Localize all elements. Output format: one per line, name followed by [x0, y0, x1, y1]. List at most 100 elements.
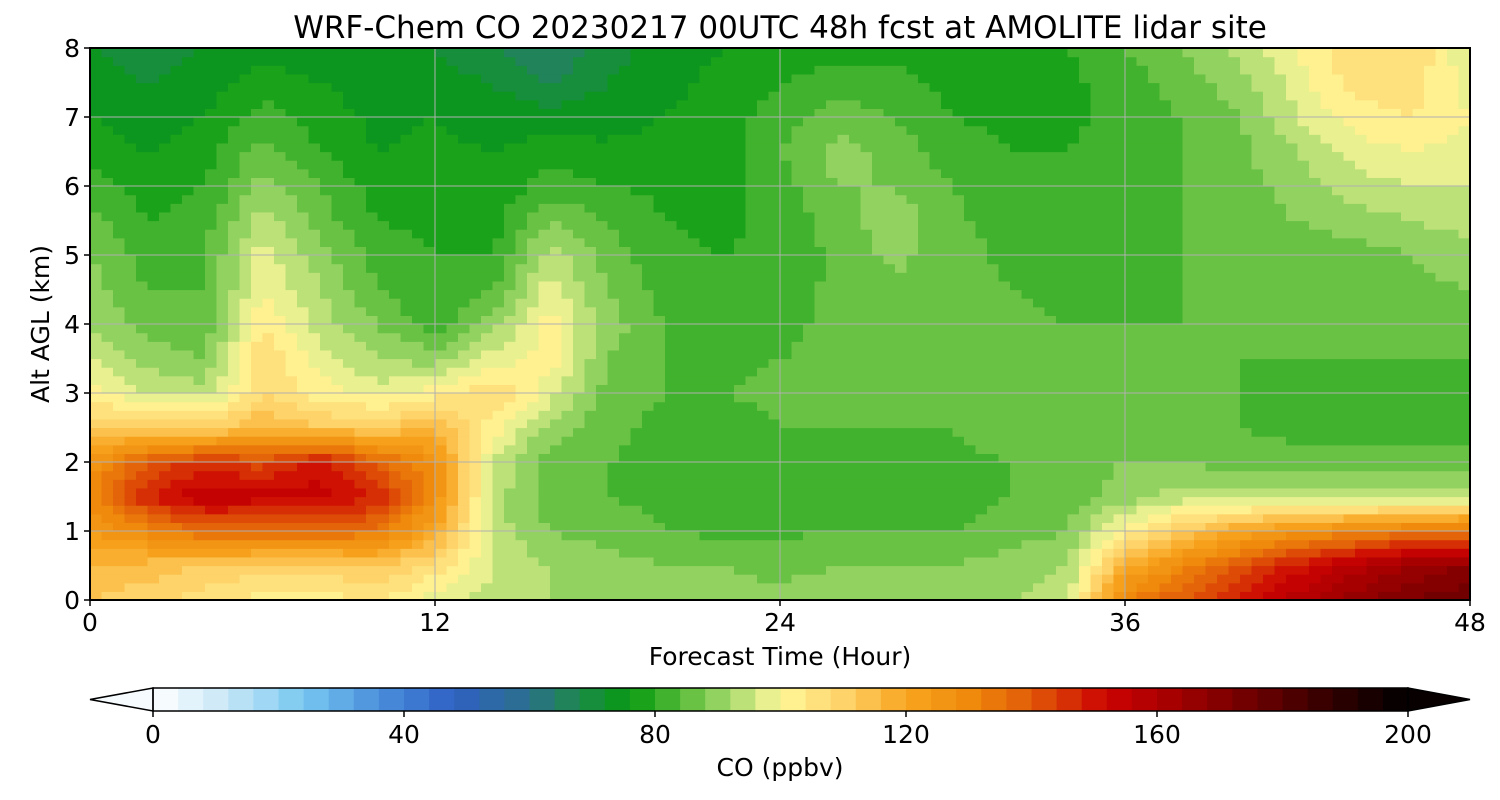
heatmap-cell — [297, 108, 310, 118]
heatmap-cell — [124, 487, 137, 498]
heatmap-cell — [228, 315, 241, 325]
heatmap-cell — [343, 427, 356, 437]
heatmap-cell — [561, 358, 574, 368]
heatmap-cell — [124, 582, 137, 592]
heatmap-cell — [780, 315, 793, 325]
heatmap-cell — [619, 272, 632, 282]
heatmap-cell — [285, 125, 298, 135]
heatmap-cell — [573, 539, 586, 549]
heatmap-cell — [929, 91, 942, 101]
heatmap-cell — [297, 384, 310, 394]
heatmap-cell — [630, 280, 643, 291]
heatmap-cell — [584, 48, 597, 58]
heatmap-cell — [826, 324, 839, 334]
heatmap-cell — [377, 229, 390, 239]
heatmap-cell — [642, 186, 655, 196]
heatmap-cell — [665, 332, 678, 342]
heatmap-cell — [561, 427, 574, 437]
heatmap-cell — [527, 186, 540, 196]
heatmap-cell — [895, 263, 908, 273]
heatmap-cell — [688, 65, 701, 75]
heatmap-cell — [550, 315, 563, 325]
heatmap-cell — [101, 203, 114, 213]
heatmap-cell — [458, 177, 471, 187]
heatmap-cell — [952, 324, 965, 334]
heatmap-cell — [826, 246, 839, 256]
heatmap-cell — [423, 513, 436, 523]
heatmap-cell — [320, 462, 333, 472]
heatmap-cell — [688, 255, 701, 265]
heatmap-cell — [596, 237, 609, 247]
heatmap-cell — [331, 349, 344, 360]
heatmap-cell — [458, 539, 471, 549]
heatmap-cell — [182, 470, 195, 480]
heatmap-cell — [136, 565, 149, 575]
heatmap-cell — [883, 539, 896, 549]
heatmap-cell — [193, 444, 206, 454]
heatmap-cell — [745, 211, 758, 222]
heatmap-cell — [952, 582, 965, 592]
heatmap-cell — [745, 418, 758, 429]
heatmap-cell — [435, 255, 448, 265]
heatmap-cell — [538, 263, 551, 273]
heatmap-cell — [768, 298, 781, 308]
heatmap-cell — [435, 418, 448, 429]
heatmap-cell — [515, 556, 528, 567]
heatmap-cell — [642, 211, 655, 222]
heatmap-cell — [791, 393, 804, 403]
heatmap-cell — [722, 479, 735, 489]
heatmap-cell — [262, 82, 275, 92]
heatmap-cell — [837, 410, 850, 420]
heatmap-cell — [607, 220, 620, 230]
heatmap-cell — [504, 496, 517, 506]
heatmap-cell — [826, 384, 839, 394]
heatmap-cell — [216, 298, 229, 308]
heatmap-cell — [446, 211, 459, 222]
heatmap-cell — [849, 99, 862, 109]
heatmap-cell — [791, 177, 804, 187]
heatmap-cell — [688, 574, 701, 584]
heatmap-cell — [883, 565, 896, 575]
heatmap-cell — [205, 125, 218, 135]
heatmap-cell — [354, 487, 367, 498]
heatmap-cell — [469, 556, 482, 567]
heatmap-cell — [216, 453, 229, 463]
heatmap-cell — [389, 470, 402, 480]
heatmap-cell — [527, 462, 540, 472]
heatmap-cell — [849, 272, 862, 282]
heatmap-cell — [837, 539, 850, 549]
heatmap-cell — [630, 462, 643, 472]
heatmap-cell — [941, 591, 954, 600]
heatmap-cell — [136, 324, 149, 334]
heatmap-cell — [722, 531, 735, 541]
heatmap-cell — [895, 582, 908, 592]
heatmap-cell — [308, 315, 321, 325]
heatmap-cell — [423, 496, 436, 506]
heatmap-cell — [527, 177, 540, 187]
heatmap-cell — [722, 186, 735, 196]
heatmap-cell — [906, 134, 919, 144]
heatmap-cell — [906, 263, 919, 273]
heatmap-cell — [653, 315, 666, 325]
heatmap-cell — [722, 65, 735, 75]
heatmap-cell — [515, 496, 528, 506]
heatmap-cell — [964, 298, 977, 308]
heatmap-cell — [699, 315, 712, 325]
heatmap-cell — [630, 65, 643, 75]
heatmap-cell — [768, 324, 781, 334]
heatmap-cell — [561, 393, 574, 403]
heatmap-cell — [814, 462, 827, 472]
heatmap-cell — [205, 220, 218, 230]
heatmap-cell — [883, 151, 896, 161]
heatmap-cell — [515, 56, 528, 66]
heatmap-cell — [504, 582, 517, 592]
heatmap-cell — [918, 324, 931, 334]
heatmap-cell — [527, 263, 540, 273]
heatmap-cell — [262, 401, 275, 411]
heatmap-cell — [366, 160, 379, 170]
heatmap-cell — [147, 574, 160, 584]
heatmap-cell — [113, 82, 126, 92]
heatmap-cell — [550, 410, 563, 420]
heatmap-cell — [320, 531, 333, 541]
heatmap-cell — [285, 410, 298, 420]
